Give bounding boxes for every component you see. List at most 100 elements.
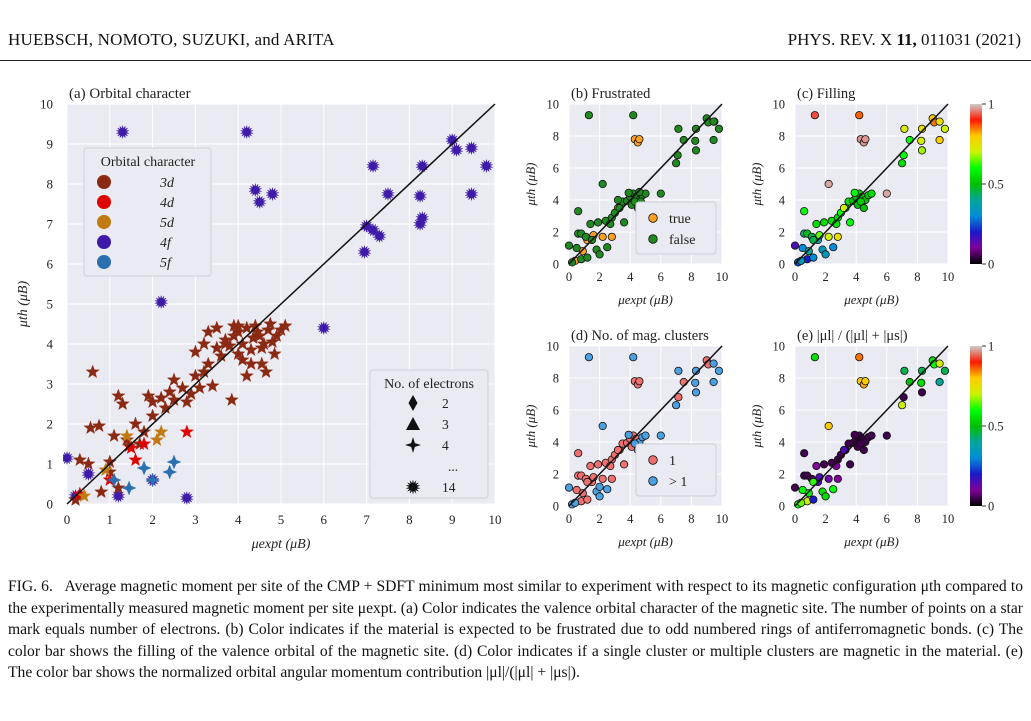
x-tick-label: 2 [822,512,828,526]
diagonal-line [568,345,723,507]
y-axis-label: μth (μB) [749,404,764,448]
x-tick-label: 2 [596,512,602,526]
data-point [905,135,914,145]
y-tick-label: 2 [779,226,785,240]
y-tick-label: 2 [553,468,559,482]
data-point-4d [128,452,143,467]
x-tick-label: 0 [792,512,798,526]
legend-swatch [648,476,658,486]
data-point [861,377,870,386]
x-tick-label: 0 [792,270,798,284]
data-point [850,188,859,197]
data-point [691,146,701,155]
data-point-5d [149,432,164,447]
data-point-3d [128,416,143,431]
data-point [574,207,583,216]
y-tick-label: 2 [47,417,54,432]
legend-swatch [97,235,111,249]
data-point-3d [179,394,194,409]
data-point [917,136,926,145]
data-point-3d [205,378,220,393]
data-point [900,124,909,133]
data-point-3d [258,364,274,379]
data-point-3d [94,484,109,499]
legend-label: true [669,212,691,227]
legend-frame [83,147,212,277]
data-point-3d [218,336,233,351]
data-point-4f [252,194,267,210]
legend-marker-star4 [405,437,421,453]
x-tick-label: 10 [942,512,955,526]
data-point-3d [68,492,83,507]
data-point-4f [479,158,494,174]
data-point-3d [192,380,207,395]
data-point-5d [154,424,169,439]
data-point [819,460,829,469]
data-point [691,124,701,133]
y-tick-label: 0 [47,497,54,512]
data-point [935,135,944,145]
data-point [935,359,944,368]
x-tick-label: 7 [363,512,370,527]
data-point [674,393,683,402]
x-axis-label: μexpt (μB) [843,292,899,307]
data-point [861,135,870,144]
data-point [917,388,927,397]
data-point [810,353,819,362]
data-point [833,232,842,241]
data-point [940,124,950,133]
panel-title: (b) Frustrated [571,86,651,102]
data-point [679,135,688,145]
x-axis-label: μexpt (μB) [843,534,899,549]
y-tick-label: 6 [553,404,559,418]
y-tick-label: 8 [553,130,559,144]
data-point [859,203,868,213]
diagonal-line [568,103,723,265]
y-tick-label: 6 [553,162,559,176]
legend-label: 3 [442,417,449,432]
points-layer [63,124,494,507]
x-tick-label: 10 [716,270,729,284]
y-tick-label: 6 [47,257,54,272]
legend-title: No. of electrons [384,377,474,392]
y-tick-label: 3 [47,377,54,392]
data-point [812,461,821,471]
y-tick-label: 10 [547,98,560,112]
data-point [882,431,891,440]
legend-d: 1> 1 [635,443,717,497]
legend-swatch [97,195,111,209]
y-tick-label: 0 [553,500,559,514]
data-point [567,258,577,267]
data-point [821,492,830,501]
data-point [850,430,859,439]
legend-label: ... [448,459,458,474]
y-tick-label: 4 [779,194,786,208]
data-point [584,353,593,362]
data-point [829,243,838,252]
panel-b: 0 2 4 6 8 10 0 2 4 6 8 10 (b) Frustrated μexpt (μB) μt… [523,86,728,307]
legend-label: 4 [442,438,449,453]
x-tick-label: 6 [884,270,890,284]
panel-title: (a) Orbital character [69,86,191,102]
data-point [607,232,616,241]
x-tick-label: 8 [688,270,694,284]
data-point-5f [106,472,122,488]
data-point-3d [235,336,250,351]
legend-electrons: No. of electrons 2 3 4... 14 [369,369,489,499]
colorbar-tick-label: 1 [988,340,994,354]
data-point [900,366,909,375]
caption-text: Average magnetic moment per site of the … [8,578,1023,681]
data-point [824,421,833,431]
data-point [845,218,855,227]
x-tick-label: 5 [278,512,285,527]
data-point [935,377,944,387]
y-tick-label: 8 [553,372,559,386]
y-tick-label: 9 [47,137,54,152]
data-point [679,377,688,387]
data-point [691,378,700,387]
y-tick-label: 2 [779,468,785,482]
x-axis-label: μexpt (μB) [251,537,311,552]
diagonal-line [794,345,949,507]
